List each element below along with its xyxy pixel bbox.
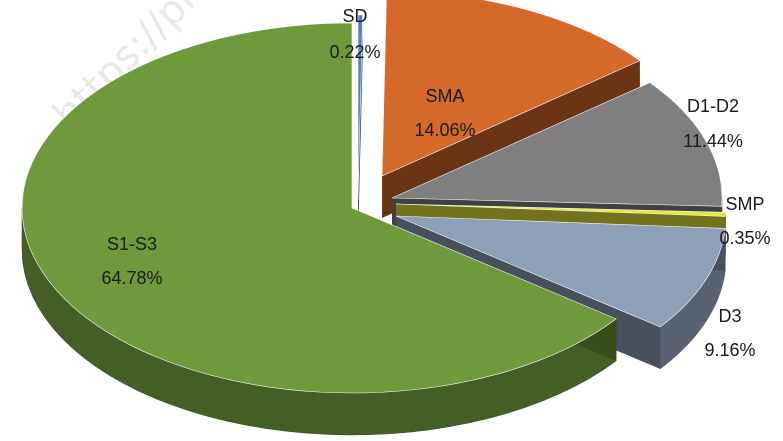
slice-d1-d2	[391, 82, 723, 207]
label-name-sma: SMA	[425, 86, 464, 106]
label-value-d1-d2: 11.44%	[683, 131, 743, 151]
label-value-smp: 0.35%	[719, 228, 770, 248]
data-labels: SD 0.22% SMA 14.06% D1-D2 11.44% SMP 0.35% D3 9.1…	[101, 6, 770, 360]
label-name-sd: SD	[342, 6, 367, 26]
label-name-s1-s3: S1-S3	[107, 234, 157, 254]
label-value-s1-s3: 64.78%	[101, 268, 162, 288]
slice-d3	[395, 215, 726, 328]
slice-s1-s3	[21, 22, 617, 394]
label-name-smp: SMP	[725, 194, 764, 214]
label-value-sd: 0.22%	[329, 42, 380, 62]
label-value-d3: 9.16%	[704, 340, 755, 360]
slice-smp	[395, 203, 727, 217]
label-name-d3: D3	[718, 306, 741, 326]
slice-tops	[21, 0, 727, 394]
slice-sd	[357, 14, 363, 201]
slice-sma	[381, 0, 641, 177]
label-value-sma: 14.06%	[414, 120, 475, 140]
label-name-d1-d2: D1-D2	[687, 96, 739, 116]
